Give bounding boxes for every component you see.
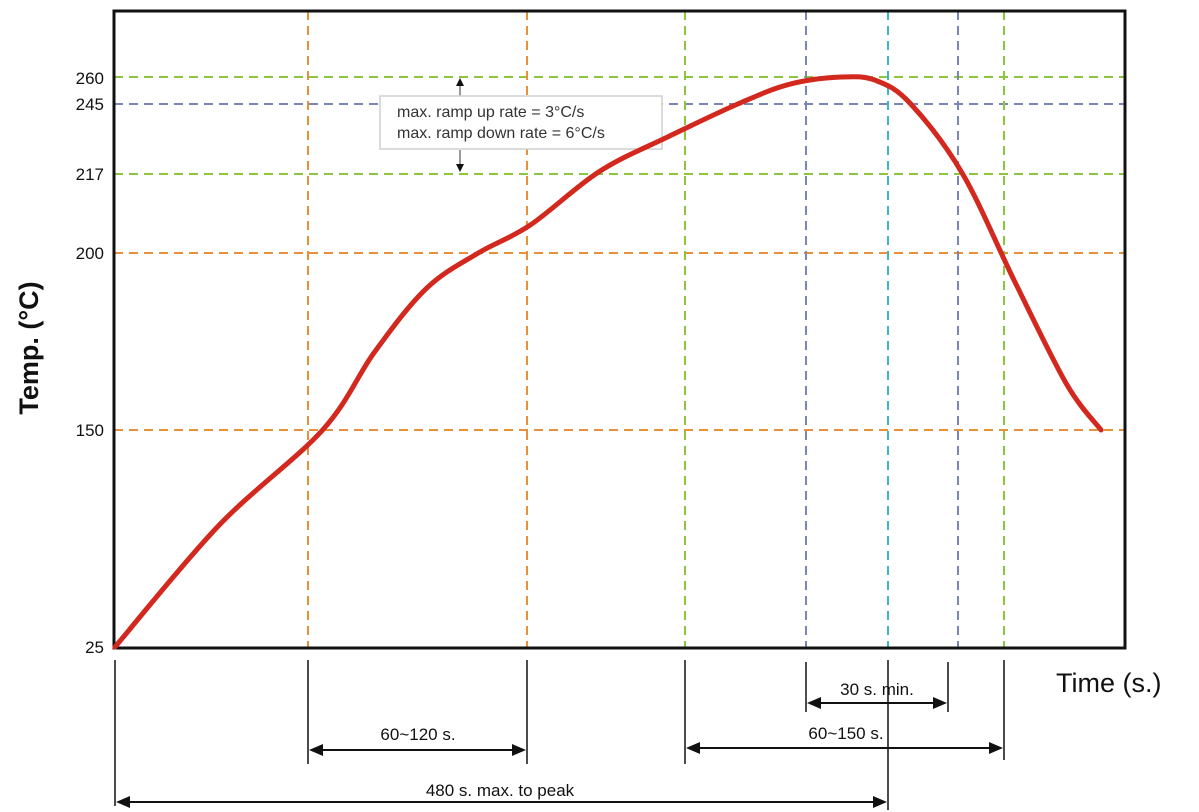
span-30s-arrow-right: [933, 697, 947, 709]
y-tick-217: 217: [76, 165, 104, 184]
span-60-150-arrow-left: [686, 742, 700, 754]
y-tick-260: 260: [76, 69, 104, 88]
span-480-arrow-left: [116, 796, 130, 808]
span-60-120-arrow-left: [309, 744, 323, 756]
span-30s-label: 30 s. min.: [840, 680, 914, 699]
annotation-line-2: max. ramp down rate = 6°C/s: [397, 125, 605, 142]
time-span-markers: 30 s. min. 60~120 s. 60~150 s. 480 s. ma…: [114, 660, 1005, 810]
span-60-120-label: 60~120 s.: [380, 725, 455, 744]
span-60-120-arrow-right: [512, 744, 526, 756]
span-480-label: 480 s. max. to peak: [426, 781, 575, 800]
ramp-rate-annotation: max. ramp up rate = 3°C/s max. ramp down…: [379, 78, 663, 172]
annotation-line-1: max. ramp up rate = 3°C/s: [397, 104, 584, 121]
y-axis-label: Temp. (°C): [14, 281, 44, 414]
temperature-curve: [112, 74, 1104, 650]
annotation-box: [379, 95, 663, 150]
span-60-150-label: 60~150 s.: [808, 724, 883, 743]
y-tick-labels: 260 245 217 200 150 25: [76, 69, 104, 657]
annotation-arrowhead-down: [456, 164, 464, 172]
y-tick-25: 25: [85, 638, 104, 657]
x-axis-label: Time (s.): [1056, 668, 1161, 698]
span-60-150-arrow-right: [989, 742, 1003, 754]
span-480-arrow-right: [873, 796, 887, 808]
y-tick-245: 245: [76, 95, 104, 114]
y-tick-150: 150: [76, 421, 104, 440]
plot-frame: [112, 9, 1127, 650]
span-30s-arrow-left: [807, 697, 821, 709]
y-tick-200: 200: [76, 244, 104, 263]
annotation-arrowhead-up: [456, 78, 464, 86]
